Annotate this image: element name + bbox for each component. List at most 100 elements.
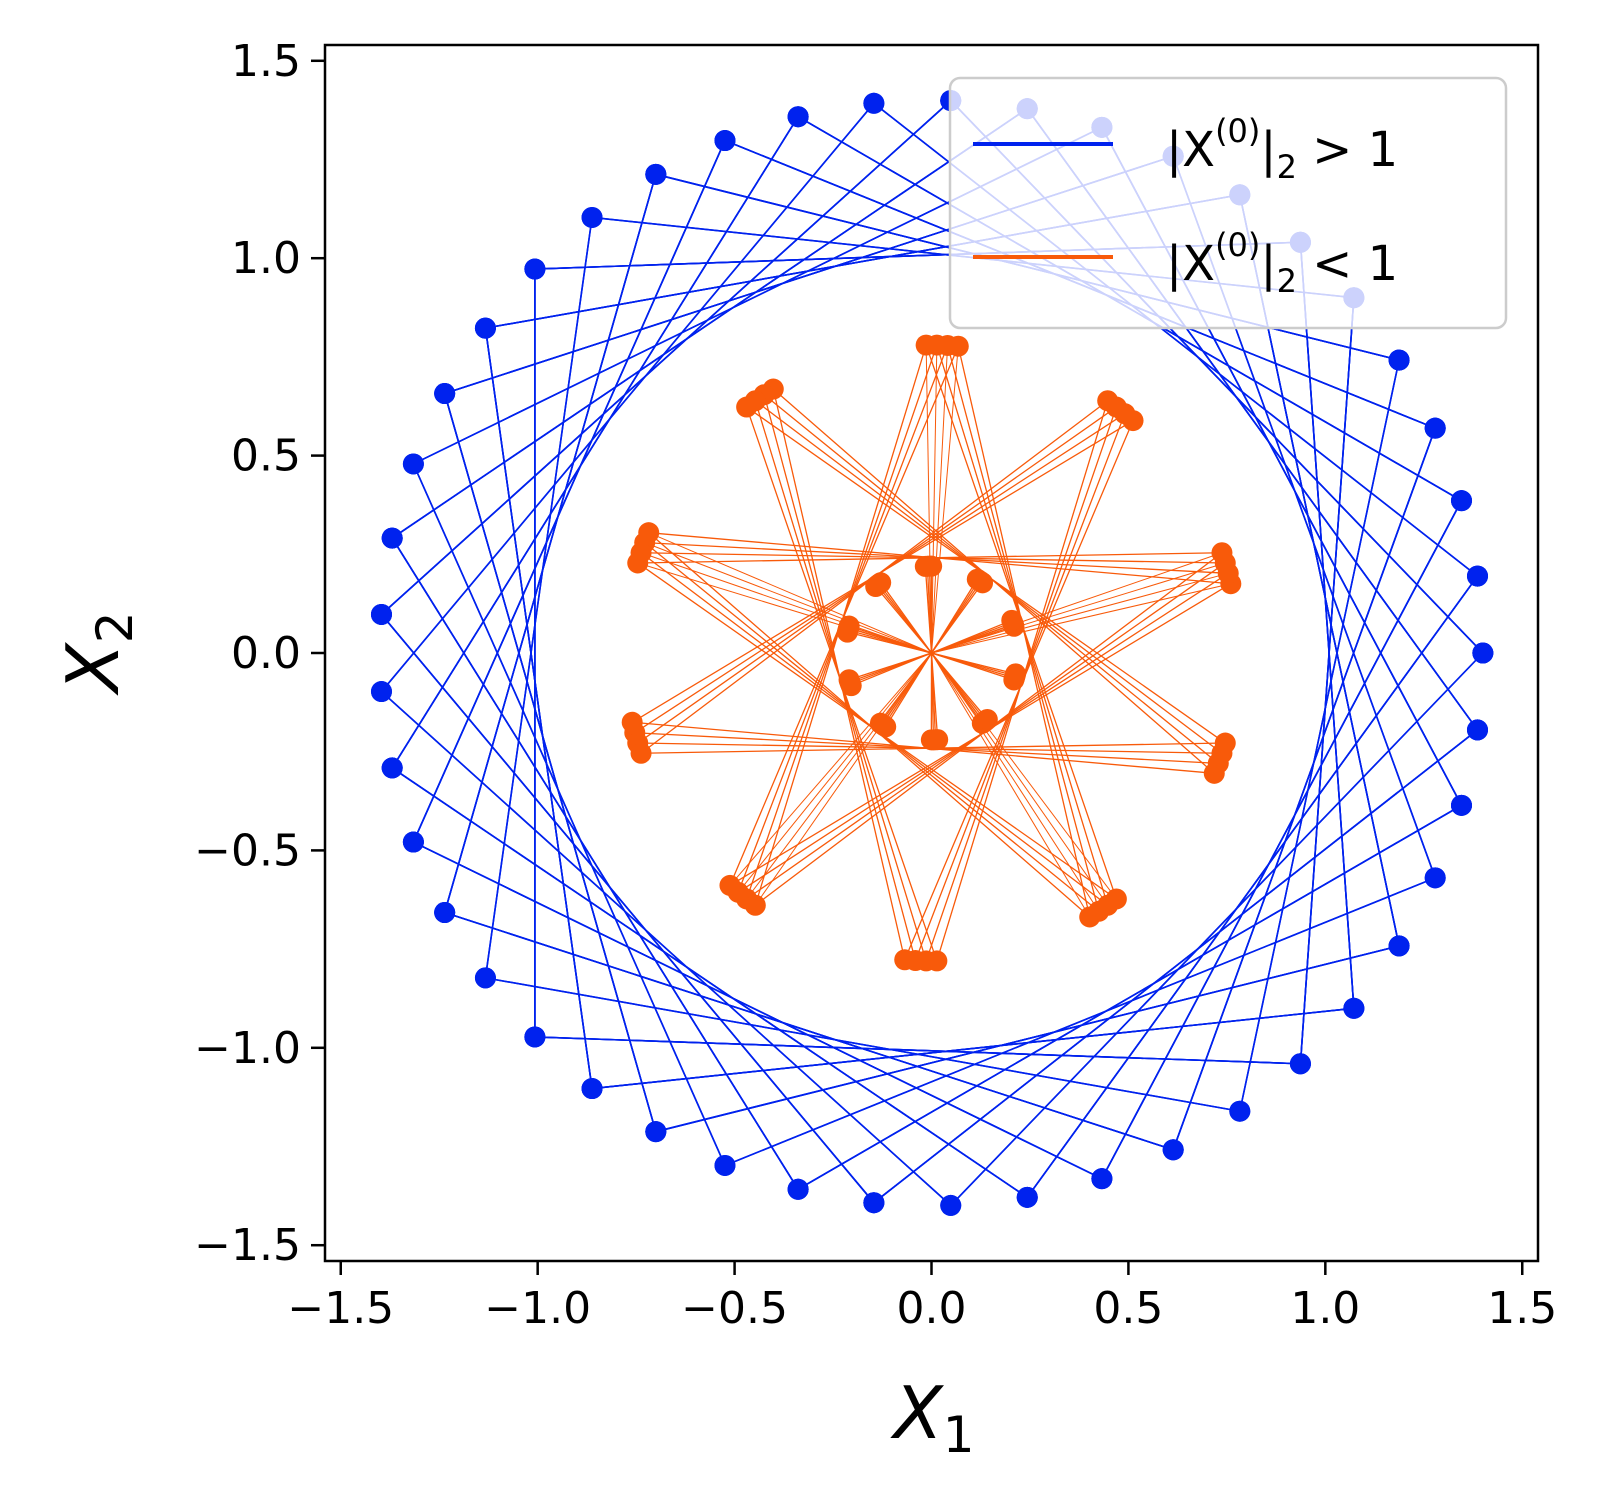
blue-point — [714, 130, 736, 152]
blue-trajectory-segment — [1172, 427, 1436, 1151]
blue-trajectory-segment — [484, 328, 593, 1089]
orange-point — [840, 675, 862, 697]
blue-trajectory-segment — [655, 945, 1400, 1133]
orange-spoke-segment — [931, 652, 1109, 906]
orange-spoke-segment — [931, 345, 938, 654]
blue-point — [370, 681, 392, 703]
blue-trajectory-segment — [412, 140, 726, 843]
blue-point — [1162, 1139, 1184, 1161]
x-tick-label: −1.5 — [287, 1283, 394, 1334]
blue-point — [1466, 719, 1488, 741]
orange-spoke-segment — [924, 566, 933, 654]
orange-point — [1001, 609, 1023, 631]
orange-spoke-segment — [754, 652, 932, 906]
orange-spoke-segment — [648, 532, 932, 654]
orange-point — [1211, 542, 1233, 564]
y-axis-ticks: −1.5 −1.0 −0.5 0.0 0.5 1.0 1.5 — [194, 36, 325, 1271]
orange-spoke-segment — [931, 345, 949, 654]
blue-point — [1451, 490, 1473, 512]
orange-spoke-segment — [931, 652, 988, 720]
blue-trajectory-segment — [1239, 359, 1400, 1112]
blue-trajectory-segment — [1299, 242, 1355, 1009]
x-tick-label: 0.0 — [897, 1283, 967, 1334]
blue-point — [645, 1121, 667, 1143]
x-axis-label-subscript: 1 — [943, 1406, 975, 1464]
blue-trajectory-segment — [391, 116, 799, 769]
blue-point — [1016, 1186, 1038, 1208]
blue-trajectory-segment — [1026, 575, 1479, 1198]
orange-spoke-segment — [850, 652, 932, 687]
y-tick-label: 1.5 — [231, 36, 301, 87]
y-tick-label: −1.5 — [194, 1220, 301, 1271]
x-tick-label: 1.0 — [1290, 1283, 1360, 1334]
x-tick-label: −0.5 — [681, 1283, 788, 1334]
blue-point — [434, 383, 456, 405]
blue-trajectory-segment — [443, 393, 657, 1132]
x-tick-label: 0.5 — [1093, 1283, 1163, 1334]
orange-spoke-segment — [925, 345, 932, 654]
orange-spoke-segment — [644, 542, 932, 654]
blue-point — [1466, 565, 1488, 587]
legend-box — [948, 76, 1508, 330]
blue-trajectory-segment — [1299, 297, 1355, 1064]
x-axis-ticks: −1.5 −1.0 −0.5 0.0 0.5 1.0 1.5 — [287, 1261, 1557, 1334]
blue-trajectory-segment — [380, 690, 952, 1206]
blue-trajectory-segment — [413, 841, 1103, 1180]
orange-spoke-segment — [640, 552, 932, 654]
blue-point — [581, 206, 603, 228]
y-tick-label: −1.0 — [194, 1023, 301, 1074]
blue-point — [402, 831, 424, 853]
orange-point — [927, 729, 949, 751]
orange-spoke-segment — [931, 619, 1013, 654]
blue-trajectory-segment — [391, 537, 799, 1190]
blue-trajectory-segment — [485, 977, 1240, 1113]
orange-point — [1005, 663, 1027, 685]
orange-point — [875, 716, 897, 738]
orange-point — [966, 568, 988, 590]
orange-point — [1097, 390, 1119, 412]
blue-trajectory-segment — [484, 217, 593, 978]
orange-spoke-segment — [931, 346, 959, 654]
x-tick-label: 1.5 — [1487, 1283, 1557, 1334]
orange-spoke-segment — [930, 652, 939, 740]
blue-point — [1388, 935, 1410, 957]
x-axis-label: X1 — [889, 1371, 974, 1464]
blue-point — [863, 1192, 885, 1214]
blue-trajectory-segment — [534, 1036, 1301, 1065]
y-axis-label-subscript: 2 — [86, 611, 144, 643]
blue-trajectory-segment — [380, 102, 875, 693]
blue-trajectory-segment — [391, 108, 1028, 539]
blue-point — [524, 258, 546, 280]
blue-point — [940, 1194, 962, 1216]
orange-point — [630, 742, 652, 764]
orange-point — [976, 708, 998, 730]
y-tick-label: 1.0 — [231, 233, 301, 284]
orange-spoke-segment — [931, 652, 1016, 675]
blue-trajectory-segment — [412, 463, 726, 1166]
blue-point — [1229, 1100, 1251, 1122]
blue-point — [381, 527, 403, 549]
blue-trajectory-segment — [380, 100, 952, 616]
blue-trajectory-segment — [724, 877, 1436, 1167]
blue-point — [474, 967, 496, 989]
legend-label-blue: |X(0)|2 > 1 — [1166, 112, 1398, 186]
orange-point — [926, 950, 948, 972]
orange-spoke-segment — [930, 578, 978, 654]
blue-point — [1424, 867, 1446, 889]
y-tick-label: 0.5 — [231, 431, 301, 482]
orange-point — [836, 621, 858, 643]
orange-spoke-segment — [737, 652, 932, 893]
blue-point — [1091, 1168, 1113, 1190]
blue-point — [787, 106, 809, 128]
blue-point — [1343, 997, 1365, 1019]
orange-point — [736, 396, 758, 418]
blue-point — [645, 163, 667, 185]
legend-label-orange: |X(0)|2 < 1 — [1166, 226, 1398, 300]
orange-point — [744, 894, 766, 916]
orange-spoke-segment — [931, 552, 1223, 654]
blue-point — [474, 317, 496, 339]
orange-spoke-segment — [931, 572, 1229, 654]
blue-trajectory-segment — [391, 767, 1028, 1198]
blue-trajectory-segment — [591, 1007, 1354, 1090]
